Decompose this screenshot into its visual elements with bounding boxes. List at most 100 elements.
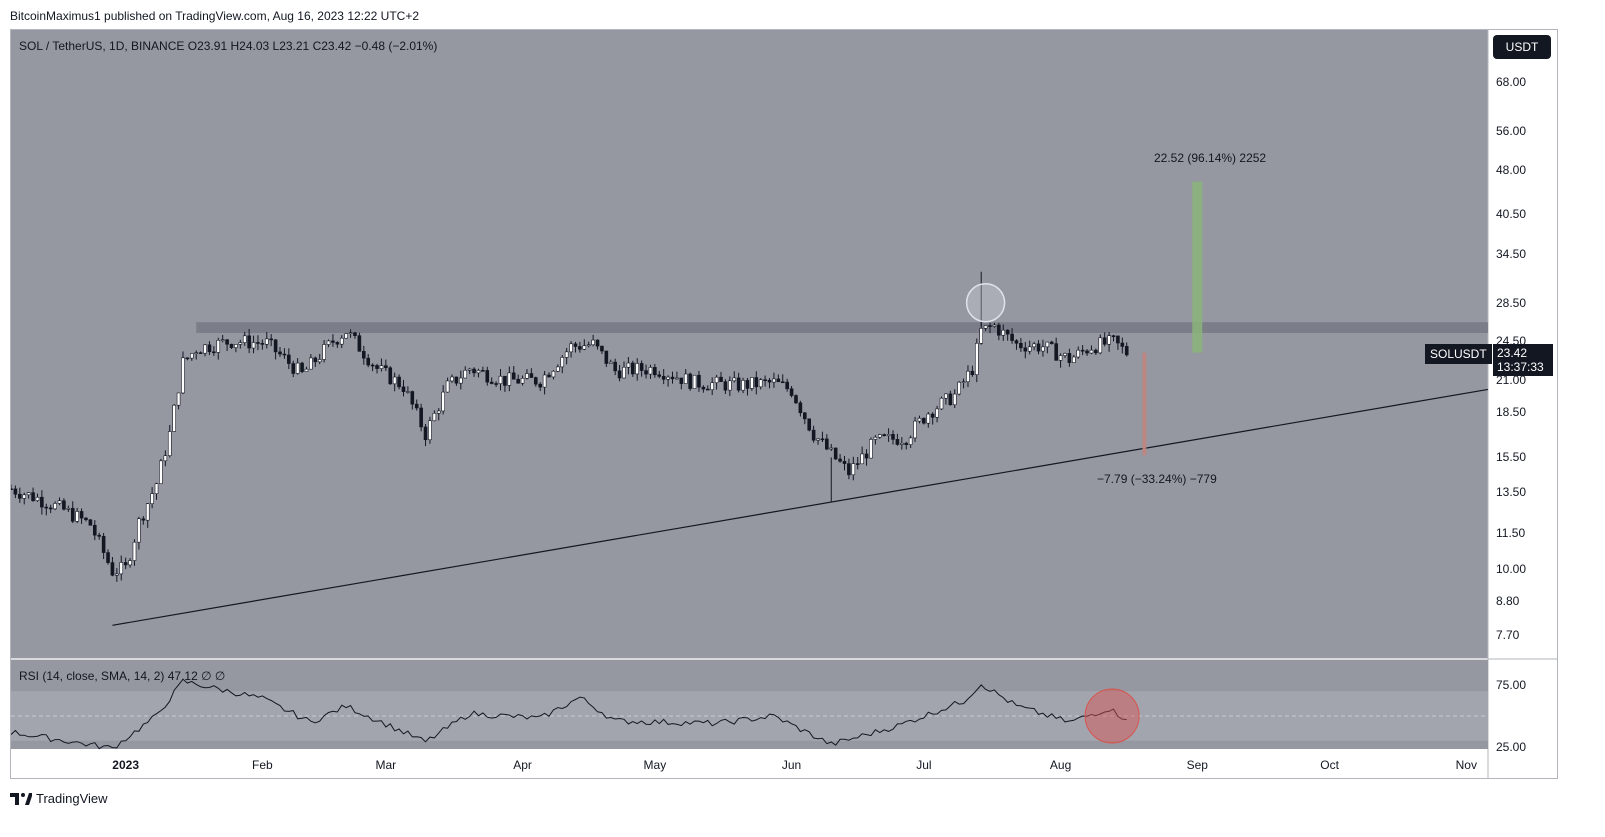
currency-button[interactable]: USDT [1493, 35, 1551, 59]
symbol-tag: SOLUSDT [1425, 344, 1492, 364]
candle-body [454, 376, 459, 384]
footer-brand-text: TradingView [36, 791, 108, 806]
candle-body [578, 346, 582, 350]
candle-body [763, 379, 767, 382]
resistance-zone [196, 322, 1489, 334]
candle-body [926, 413, 931, 424]
candle-body [419, 407, 423, 428]
candle-body [997, 324, 1001, 336]
candle-body [66, 507, 71, 510]
candle-body [1076, 349, 1081, 358]
candle-body [35, 496, 40, 501]
candle-body [190, 353, 194, 359]
candle-body [1098, 337, 1103, 354]
candle-body [1045, 341, 1050, 348]
rsi-axis-label: 75.00 [1496, 678, 1527, 692]
price-axis-label: 21.00 [1496, 373, 1527, 388]
candle-body [569, 343, 573, 353]
candle-body [264, 338, 269, 345]
price-pane-background [11, 30, 1488, 658]
chart-canvas[interactable] [11, 30, 1557, 778]
candle-body [485, 370, 490, 383]
candle-body [930, 413, 935, 418]
rsi-title[interactable]: RSI (14, close, SMA, 14, 2) [19, 669, 165, 683]
rsi-highlight-circle [1084, 688, 1140, 744]
candle-body [445, 380, 450, 393]
candle-body [1067, 353, 1072, 363]
candle-body [1027, 346, 1032, 352]
candle-body [988, 325, 992, 327]
candle-body [414, 403, 419, 409]
price-axis-label: 8.80 [1496, 594, 1520, 609]
last-price-value: 23.42 [1497, 346, 1528, 360]
legend-symbol[interactable]: SOL / TetherUS, 1D, BINANCE [19, 39, 185, 53]
footer-brand[interactable]: TradingView [10, 791, 108, 806]
candle-body [203, 344, 207, 354]
candle-body [789, 388, 794, 396]
candle-body [661, 376, 666, 380]
candle-body [688, 373, 692, 389]
price-axis-label: 10.00 [1496, 561, 1527, 576]
price-axis-label: 28.50 [1496, 295, 1527, 310]
price-axis-label: 56.00 [1496, 124, 1527, 139]
chart-frame[interactable] [10, 29, 1558, 779]
candle-body [957, 381, 961, 395]
candle-body [851, 463, 856, 476]
candle-body [1120, 342, 1125, 347]
candle-body [1124, 346, 1129, 356]
candle-body [335, 342, 340, 345]
candle-body [741, 380, 745, 391]
candle-body [533, 377, 538, 385]
candle-body [829, 447, 834, 450]
candle-body [13, 488, 18, 495]
candle-body [860, 453, 864, 465]
candle-body [900, 442, 904, 445]
measure-down-bar [1142, 352, 1147, 456]
legend-open-label: O [187, 39, 198, 53]
measure-down-label: −7.79 (−33.24%) −779 [1097, 472, 1217, 486]
candle-body [79, 511, 84, 519]
candle-body [877, 434, 882, 438]
candle-body [825, 438, 829, 450]
time-axis-label: Nov [1455, 758, 1477, 772]
candle-body [260, 343, 265, 345]
price-axis-label: 11.50 [1496, 526, 1526, 541]
ascending-support-line [112, 388, 1489, 626]
candle-body [339, 337, 344, 345]
candle-body [18, 493, 22, 499]
candle-body [670, 376, 675, 380]
candle-body [353, 332, 357, 336]
candle-body [317, 359, 322, 363]
price-axis-label: 68.00 [1496, 75, 1527, 89]
candle-body [278, 351, 282, 355]
candle-body [1001, 329, 1006, 336]
candle-body [776, 378, 781, 383]
candle-body [207, 344, 212, 353]
candle-body [472, 368, 476, 374]
candle-body [128, 560, 132, 566]
candle-body [489, 381, 494, 384]
candle-body [406, 391, 410, 393]
candle-body [564, 351, 569, 358]
candle-body [379, 365, 384, 369]
candle-body [361, 351, 366, 359]
rsi-value: 47.12 [167, 669, 198, 683]
candle-body [639, 363, 644, 371]
time-axis-label: Jul [916, 758, 932, 772]
candle-body [22, 494, 27, 499]
candle-body [348, 332, 353, 335]
candle-body [194, 352, 199, 354]
candle-body [626, 362, 631, 368]
price-axis-label: 40.50 [1496, 206, 1527, 221]
candle-body [608, 361, 613, 364]
candle-body [57, 500, 62, 504]
candle-body [961, 381, 966, 384]
candle-body [692, 374, 697, 389]
candle-body [436, 410, 441, 414]
candle-body [137, 518, 141, 543]
price-axis-label: 18.50 [1496, 405, 1527, 420]
candle-body [242, 335, 247, 343]
candle-body [750, 377, 754, 389]
breakout-highlight-circle [965, 283, 1006, 323]
candle-body [300, 362, 304, 372]
